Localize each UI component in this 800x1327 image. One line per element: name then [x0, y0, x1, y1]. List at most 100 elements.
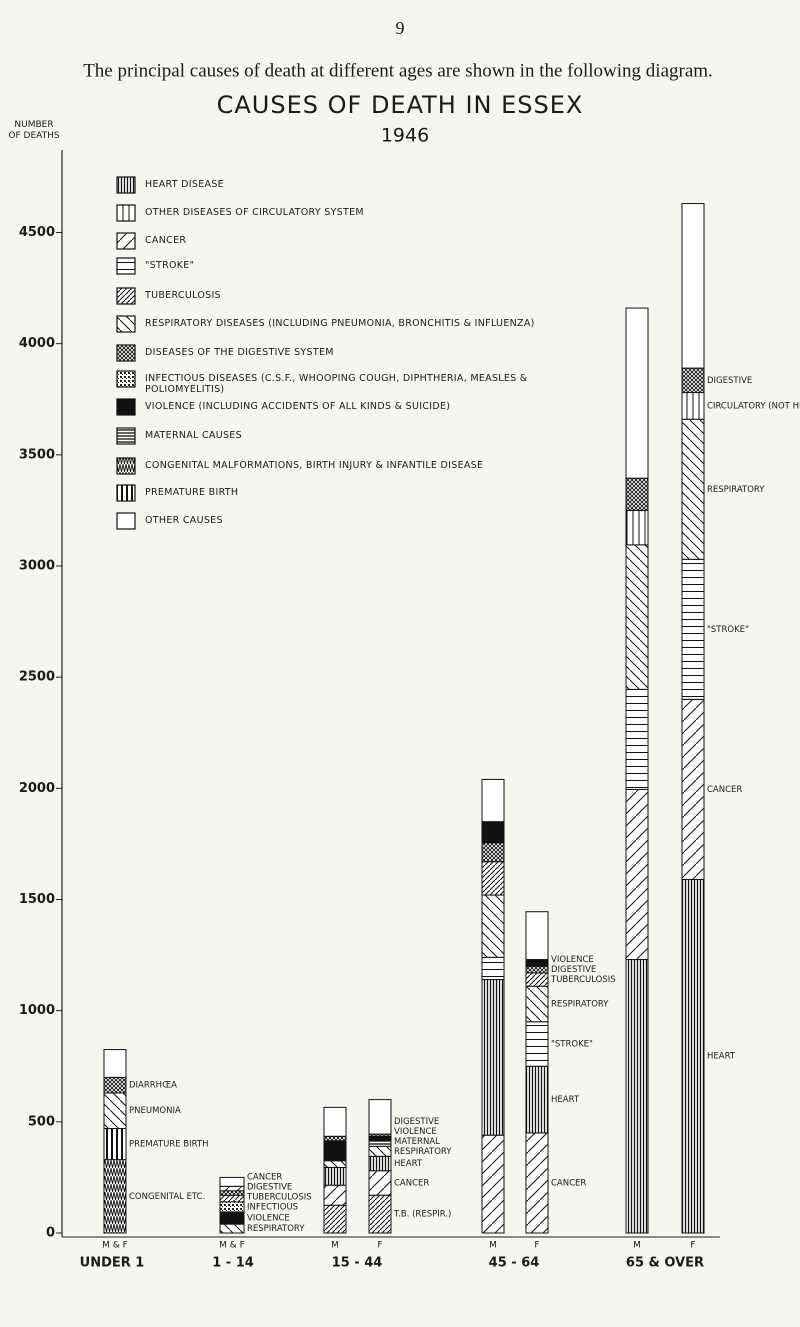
- segment-annotation: RESPIRATORY: [247, 1224, 305, 1234]
- bar-segment: [481, 1134, 505, 1234]
- segment-annotation: CANCER: [551, 1178, 586, 1188]
- chart-subtitle: 1946: [381, 125, 429, 147]
- bar-segment: [681, 558, 705, 700]
- legend-text: HEART DISEASE: [145, 179, 224, 190]
- legend-swatch: [116, 315, 136, 333]
- x-tick-label: F: [377, 1241, 382, 1251]
- legend-text: OTHER CAUSES: [145, 515, 223, 526]
- legend-swatch: [116, 512, 136, 530]
- bar-segment: [525, 965, 549, 974]
- bar-segment: [481, 979, 505, 1136]
- bar-segment: [323, 1140, 347, 1162]
- bar-segment: [525, 972, 549, 987]
- bar-segment: [219, 1176, 245, 1187]
- y-tick-label: 3500: [19, 447, 55, 462]
- bar-segment: [525, 911, 549, 961]
- legend-swatch: [116, 427, 136, 445]
- chart-title: CAUSES OF DEATH IN ESSEX: [217, 91, 584, 119]
- x-tick-label: M: [489, 1241, 497, 1251]
- segment-annotation: PNEUMONIA: [129, 1106, 181, 1116]
- bar-segment: [323, 1160, 347, 1168]
- bar-segment: [368, 1140, 392, 1147]
- x-tick-label: F: [690, 1241, 695, 1251]
- legend-swatch: [116, 204, 136, 222]
- group-label: 45 - 64: [489, 1256, 540, 1271]
- segment-annotation: CIRCULATORY (NOT HEART): [707, 401, 800, 411]
- bar-segment: [625, 959, 649, 1234]
- segment-annotation: CANCER: [247, 1172, 282, 1182]
- legend-text: DISEASES OF THE DIGESTIVE SYSTEM: [145, 347, 334, 358]
- segment-annotation: CONGENITAL ETC.: [129, 1192, 205, 1202]
- legend-swatch: [116, 398, 136, 416]
- bar-segment: [219, 1223, 245, 1234]
- legend-text: RESPIRATORY DISEASES (INCLUDING PNEUMONI…: [145, 318, 535, 329]
- bar-segment: [481, 894, 505, 958]
- bar-segment: [103, 1128, 127, 1161]
- bar-segment: [103, 1159, 127, 1234]
- y-tick-label: 4000: [19, 336, 55, 351]
- bar-segment: [681, 698, 705, 880]
- bar-segment: [525, 1065, 549, 1134]
- segment-annotation: DIGESTIVE: [247, 1182, 292, 1192]
- segment-annotation: DIGESTIVE: [394, 1117, 439, 1127]
- bar-segment: [525, 1132, 549, 1234]
- segment-annotation: HEART: [394, 1159, 423, 1169]
- legend-text: PREMATURE BIRTH: [145, 487, 239, 498]
- segment-annotation: MATERNAL: [394, 1137, 440, 1147]
- bar-segment: [219, 1201, 245, 1213]
- legend-text: CANCER: [145, 235, 187, 246]
- bar-segment: [219, 1211, 245, 1225]
- segment-annotation: RESPIRATORY: [551, 999, 609, 1009]
- legend-text: "STROKE": [145, 260, 195, 271]
- segment-annotation: TUBERCULOSIS: [246, 1192, 312, 1202]
- y-tick-label: 1000: [19, 1003, 55, 1018]
- segment-annotation: VIOLENCE: [551, 955, 594, 965]
- segment-annotation: T.B. (RESPIR.): [393, 1210, 451, 1220]
- group-label: 15 - 44: [332, 1256, 383, 1271]
- y-tick-label: 3000: [19, 558, 55, 573]
- legend-text: TUBERCULOSIS: [145, 290, 221, 301]
- bar-segment: [681, 878, 705, 1234]
- segment-annotation: "STROKE": [707, 625, 749, 635]
- bar-segment: [681, 418, 705, 560]
- segment-annotation: INFECTIOUS: [247, 1202, 298, 1212]
- segment-annotation: CANCER: [394, 1178, 429, 1188]
- legend-text: MATERNAL CAUSES: [145, 430, 242, 441]
- y-tick-label: 2000: [19, 781, 55, 796]
- legend-text: CONGENITAL MALFORMATIONS, BIRTH INJURY &…: [145, 460, 484, 471]
- legend-swatch: [116, 257, 136, 275]
- bar-segment: [219, 1185, 245, 1192]
- bar-segment: [481, 861, 505, 896]
- legend-swatch: [116, 484, 136, 502]
- bar-segment: [103, 1049, 127, 1078]
- x-tick-label: F: [534, 1241, 539, 1251]
- x-tick-label: M & F: [219, 1241, 245, 1251]
- intro-text: The principal causes of death at differe…: [83, 60, 713, 81]
- segment-annotation: HEART: [707, 1052, 736, 1062]
- bar-segment: [681, 203, 705, 369]
- segment-annotation: PREMATURE BIRTH: [129, 1140, 209, 1150]
- bar-segment: [219, 1190, 245, 1196]
- segment-annotation: CANCER: [707, 785, 742, 795]
- segment-annotation: RESPIRATORY: [394, 1147, 452, 1157]
- segment-annotation: VIOLENCE: [247, 1213, 290, 1223]
- legend-swatch: [116, 176, 136, 194]
- bar-segment: [323, 1204, 347, 1234]
- bar-segment: [323, 1184, 347, 1206]
- segment-annotation: DIARRHŒA: [129, 1081, 177, 1091]
- bar-segment: [625, 509, 649, 546]
- y-tick-label: 0: [46, 1226, 55, 1241]
- bar-segment: [481, 778, 505, 823]
- segment-annotation: DIGESTIVE: [707, 376, 752, 386]
- bar-segment: [625, 788, 649, 961]
- y-tick-label: 2500: [19, 670, 55, 685]
- page-number: 9: [396, 18, 405, 38]
- legend-text: VIOLENCE (INCLUDING ACCIDENTS OF ALL KIN…: [145, 401, 451, 412]
- bar-segment: [368, 1170, 392, 1196]
- bar-segment: [323, 1166, 347, 1186]
- bar-segment: [368, 1099, 392, 1135]
- bar-segment: [368, 1135, 392, 1142]
- bar-segment: [681, 392, 705, 420]
